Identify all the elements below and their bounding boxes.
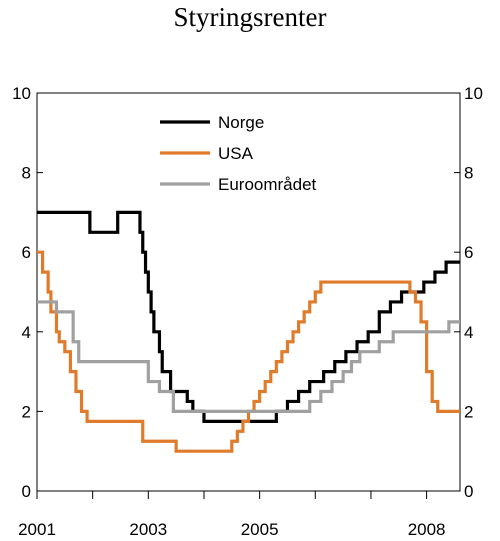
legend-label: Euroområdet: [218, 175, 317, 194]
chart-title: Styringsrenter: [174, 2, 327, 32]
series-line-2: [37, 300, 460, 413]
legend: Norge USA Euroområdet: [160, 113, 317, 194]
series-line-1: [37, 250, 460, 453]
y-tick-label-right: 0: [464, 482, 473, 501]
x-tick-label: 2003: [129, 520, 167, 539]
x-tick-label: 2005: [241, 520, 279, 539]
legend-label: USA: [218, 144, 254, 163]
y-tick-label-left: 4: [22, 323, 31, 342]
y-tick-label-left: 8: [22, 164, 31, 183]
y-tick-label-left: 10: [12, 84, 31, 103]
series-group: [37, 210, 460, 453]
y-tick-label-right: 10: [464, 84, 483, 103]
y-tick-label-right: 6: [464, 243, 473, 262]
series-line-0: [37, 210, 460, 423]
plot-area: [36, 92, 461, 492]
x-tick-label: 2001: [18, 520, 56, 539]
y-tick-label-left: 0: [22, 482, 31, 501]
x-tick-label: 2008: [408, 520, 446, 539]
y-tick-label-right: 4: [464, 323, 473, 342]
y-tick-label-right: 8: [464, 164, 473, 183]
y-tick-label-left: 2: [22, 402, 31, 421]
axes: 0 0 2 2 4 4 6 6 8 8 10 10 2001 2003 2005 2008: [12, 84, 483, 539]
y-tick-label-left: 6: [22, 243, 31, 262]
legend-label: Norge: [218, 113, 264, 132]
y-tick-label-right: 2: [464, 402, 473, 421]
